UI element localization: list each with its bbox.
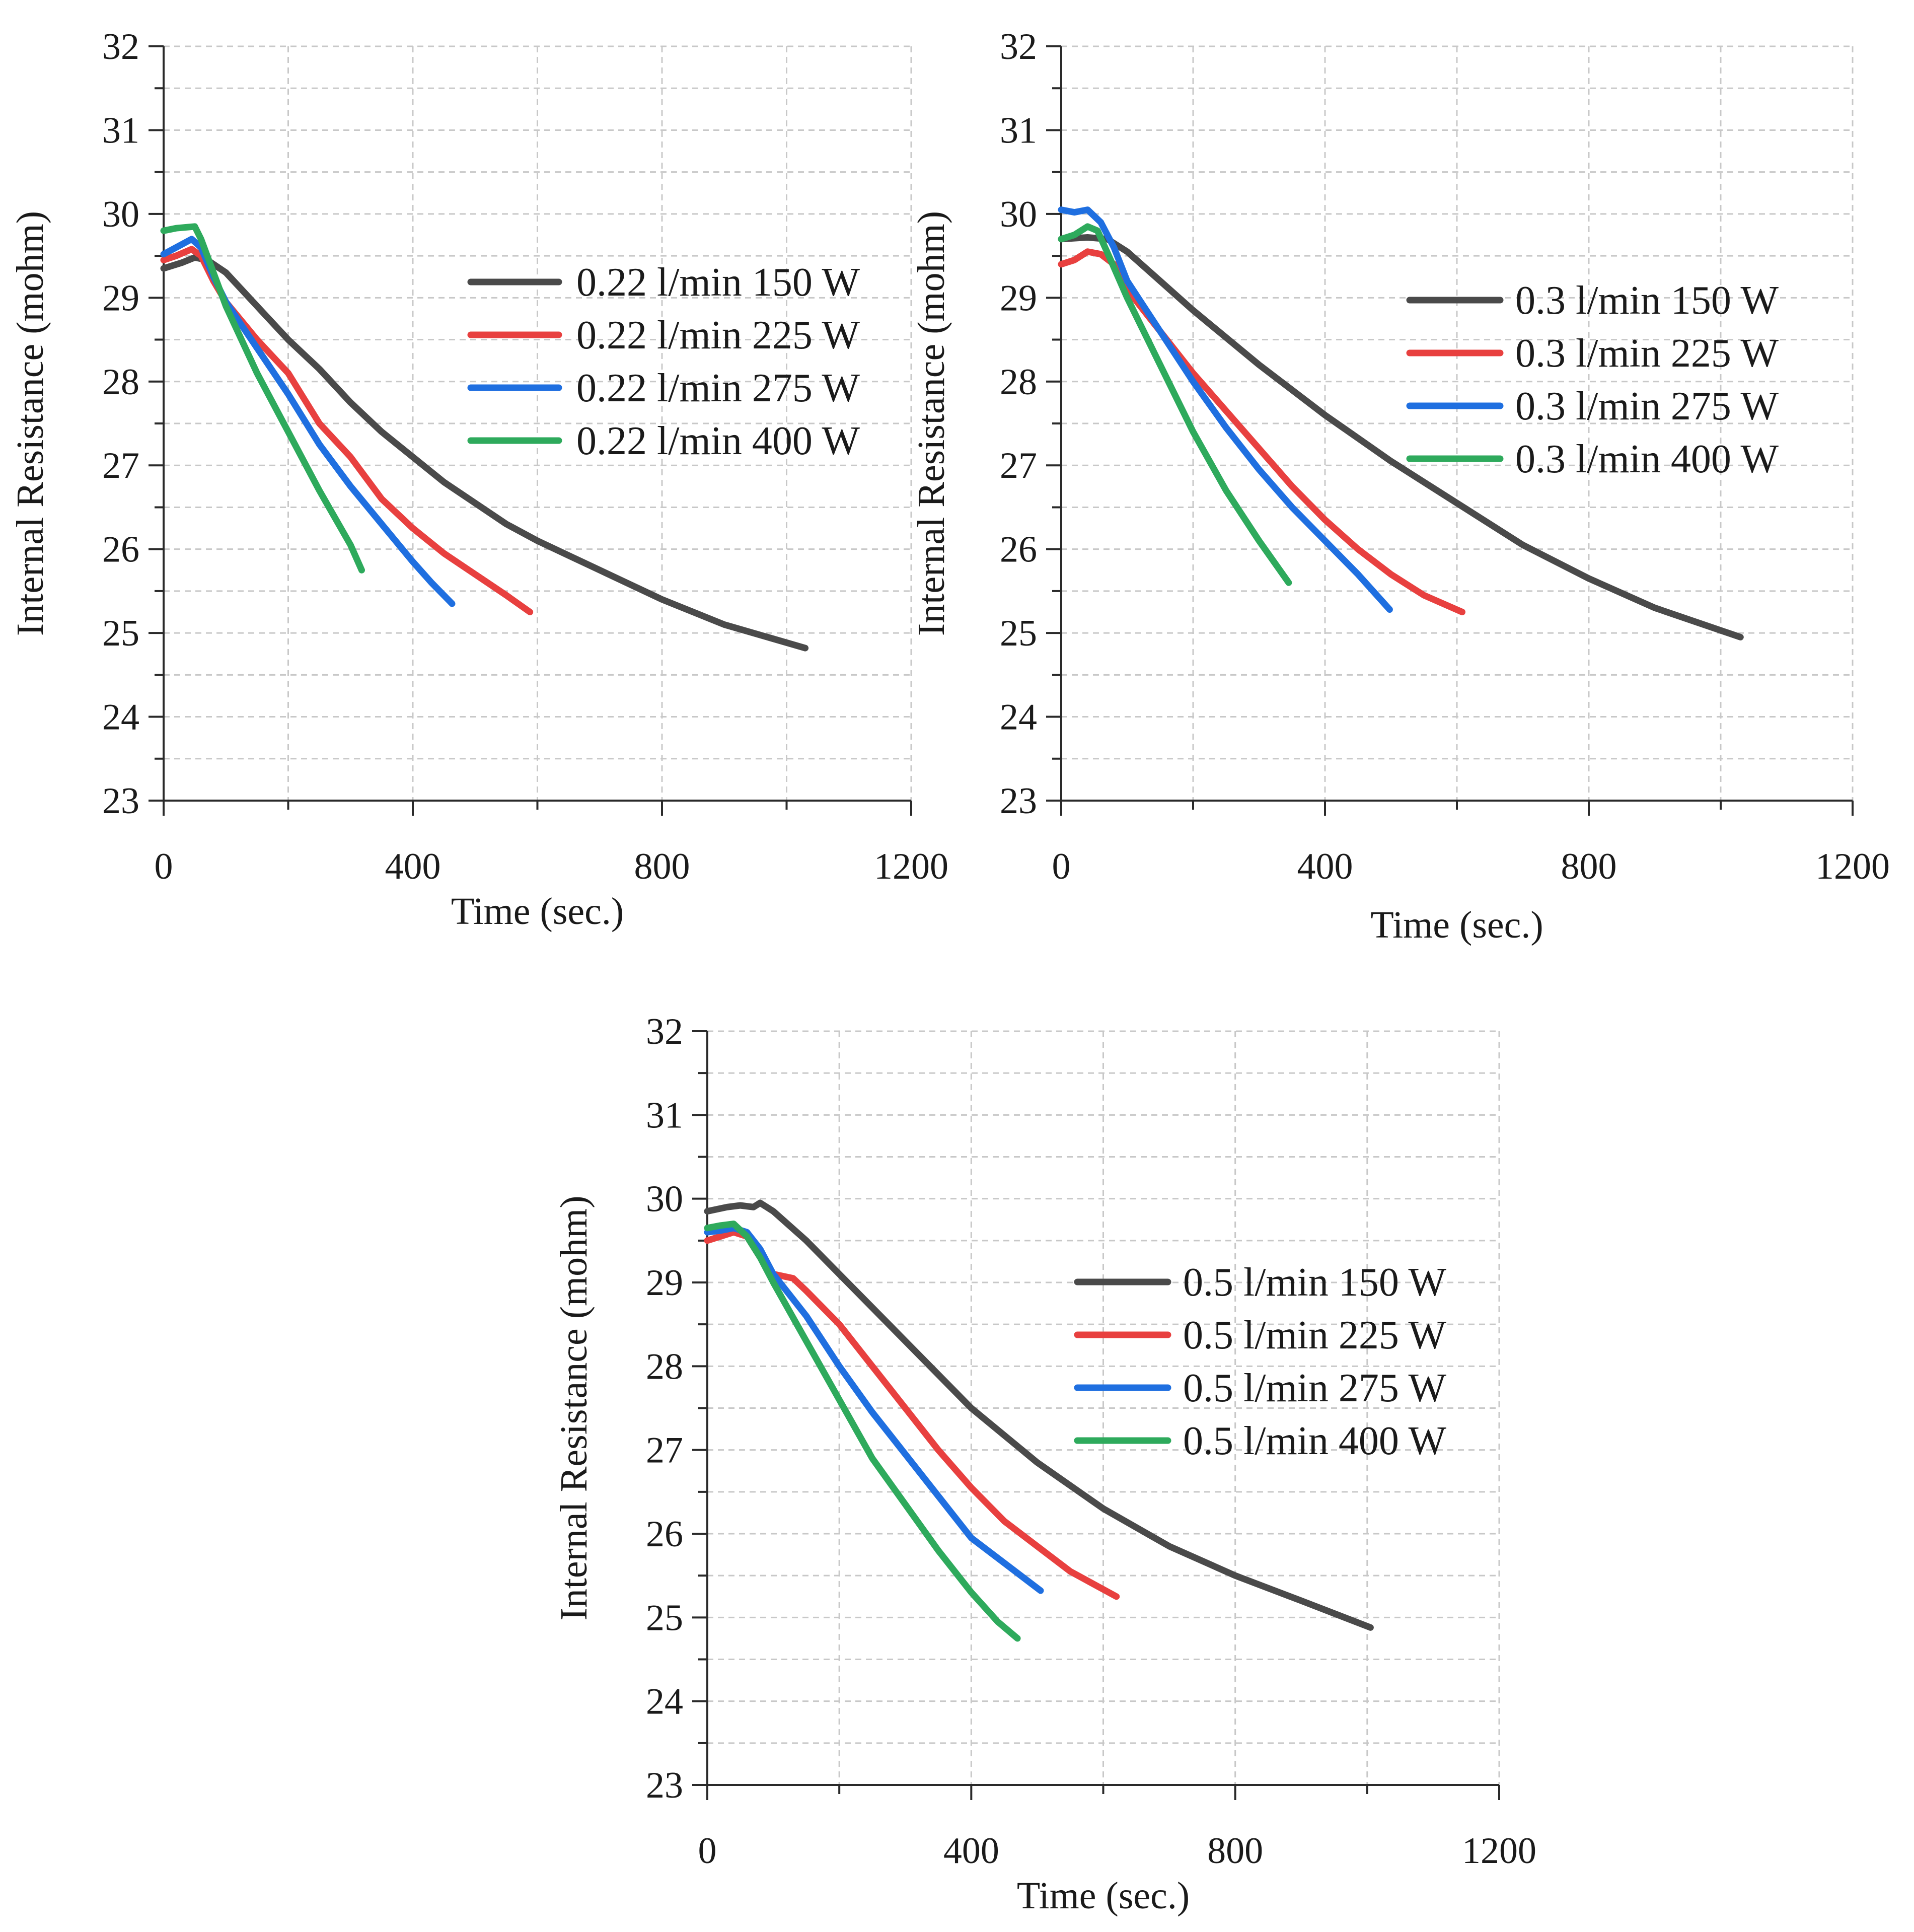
y-tick-label: 28: [646, 1346, 683, 1387]
y-tick-label: 25: [646, 1597, 683, 1638]
legend-label: 0.5 l/min 275 W: [1183, 1366, 1446, 1410]
y-tick-label: 26: [102, 529, 139, 570]
y-tick-label: 31: [1000, 110, 1037, 151]
x-tick-label: 0: [698, 1830, 717, 1872]
y-tick-label: 28: [1000, 362, 1037, 403]
legend-label: 0.22 l/min 275 W: [576, 366, 860, 410]
y-axis-title: Internal Resistance (mohm): [910, 211, 952, 636]
x-tick-label: 1200: [1815, 846, 1890, 887]
legend-label: 0.5 l/min 150 W: [1183, 1260, 1446, 1305]
series-line-2: [704, 1229, 1120, 1600]
x-tick-label: 400: [943, 1830, 999, 1872]
y-axis-title: Internal Resistance (mohm): [9, 211, 51, 636]
series-line-2: [1058, 248, 1465, 615]
y-tick-label: 32: [646, 1011, 683, 1052]
legend: 0.5 l/min 150 W 0.5 l/min 225 W 0.5 l/min …: [1074, 1260, 1446, 1463]
gridlines: [1061, 45, 1854, 801]
x-axis-title: Time (sec.): [451, 890, 624, 933]
legend-label: 0.3 l/min 400 W: [1515, 437, 1779, 481]
legend-label: 0.3 l/min 275 W: [1515, 384, 1779, 428]
legend-label: 0.3 l/min 225 W: [1515, 331, 1779, 376]
legend-label: 0.22 l/min 150 W: [576, 260, 860, 305]
y-tick-label: 23: [646, 1765, 683, 1806]
series-line-4: [160, 223, 365, 574]
y-tick-label: 29: [102, 277, 139, 319]
x-tick-label: 800: [1561, 846, 1617, 887]
x-tick-label: 1200: [1462, 1830, 1536, 1872]
legend-label: 0.3 l/min 150 W: [1515, 278, 1779, 323]
series-line-3: [704, 1225, 1044, 1594]
x-tick-label: 0: [1052, 846, 1071, 887]
x-axis-title: Time (sec.): [1017, 1875, 1190, 1917]
y-tick-label: 24: [1000, 697, 1037, 738]
legend-label: 0.22 l/min 225 W: [576, 313, 860, 357]
series-line-2: [160, 246, 534, 615]
chart-panel-2: 23 24 25 26 27 28 29 30 31 32 0 400 800 1200 Time (sec…: [910, 26, 1890, 946]
y-tick-label: 26: [1000, 529, 1037, 570]
x-tick-label: 800: [1207, 1830, 1263, 1872]
y-tick-label: 29: [1000, 277, 1037, 319]
y-tick-label: 29: [646, 1262, 683, 1304]
legend-label: 0.5 l/min 400 W: [1183, 1419, 1446, 1463]
y-tick-label: 23: [1000, 780, 1037, 822]
y-tick-label: 25: [1000, 613, 1037, 654]
legend: 0.3 l/min 150 W 0.3 l/min 225 W 0.3 l/min …: [1406, 278, 1779, 481]
x-tick-label: 400: [385, 846, 441, 887]
legend-label: 0.22 l/min 400 W: [576, 419, 860, 463]
y-tick-label: 31: [646, 1095, 683, 1136]
y-tick-label: 23: [102, 780, 139, 822]
x-axis-title: Time (sec.): [1370, 904, 1543, 946]
y-tick-label: 27: [102, 445, 139, 486]
y-tick-label: 28: [102, 362, 139, 403]
y-tick-label: 27: [1000, 445, 1037, 486]
x-tick-label: 400: [1297, 846, 1353, 887]
series-line-3: [160, 236, 456, 607]
series-line-4: [704, 1221, 1021, 1642]
y-tick-label: 25: [102, 613, 139, 654]
chart-panel-3: 23 24 25 26 27 28 29 30 31 32 0 400 800 1200 Time (sec…: [553, 1011, 1536, 1917]
series-line-3: [1058, 206, 1393, 613]
gridlines: [164, 45, 912, 801]
chart-panel-1: 23 24 25 26 27 28 29 30 31 32 0 400 800 1200 Time (sec…: [9, 26, 948, 933]
y-tick-label: 27: [646, 1430, 683, 1471]
x-tick-label: 1200: [874, 846, 948, 887]
y-tick-label: 30: [102, 194, 139, 235]
x-tick-label: 0: [155, 846, 173, 887]
y-tick-label: 24: [102, 697, 139, 738]
y-tick-label: 30: [646, 1179, 683, 1220]
legend-label: 0.5 l/min 225 W: [1183, 1313, 1446, 1357]
legend: 0.22 l/min 150 W 0.22 l/min 225 W 0.22 l/m…: [467, 260, 860, 463]
y-tick-label: 24: [646, 1681, 683, 1723]
y-tick-label: 31: [102, 110, 139, 151]
series-line-4: [1058, 223, 1292, 586]
y-tick-label: 32: [102, 26, 139, 67]
y-tick-label: 26: [646, 1514, 683, 1555]
y-tick-label: 32: [1000, 26, 1037, 67]
series-line-1: [704, 1199, 1374, 1631]
x-tick-label: 800: [634, 846, 690, 887]
y-tick-label: 30: [1000, 194, 1037, 235]
y-axis-title: Internal Resistance (mohm): [553, 1195, 595, 1620]
